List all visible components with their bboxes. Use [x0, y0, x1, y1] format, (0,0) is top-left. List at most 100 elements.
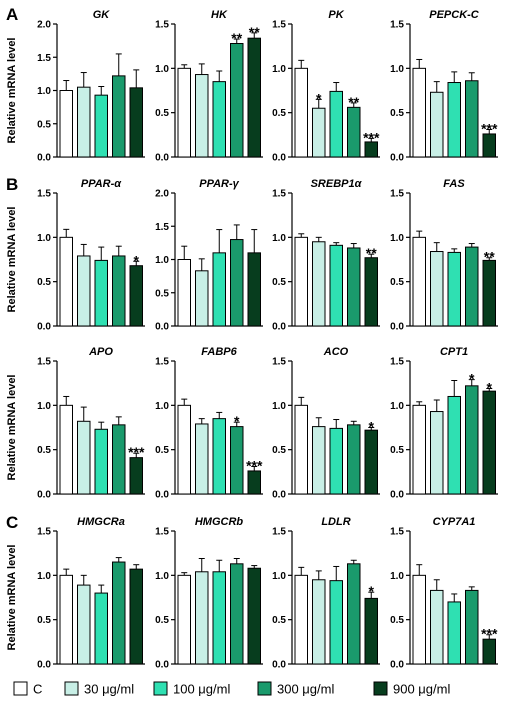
y-tick-label: 0.0	[155, 660, 169, 671]
bar	[230, 426, 244, 495]
bar	[482, 133, 496, 158]
y-tick-label: 0.5	[390, 615, 404, 626]
legend-swatch	[153, 681, 168, 696]
y-tick-label: 0.0	[390, 322, 404, 333]
chart-ppar-: PPAR-α 0.0 0.5 1.0 1.5 Relative mRNA level *	[6, 178, 145, 333]
y-tick-label: 1.5	[37, 357, 51, 368]
bar	[465, 80, 479, 158]
bar	[212, 418, 226, 495]
chart-title: FAS	[443, 178, 465, 190]
bar	[94, 428, 108, 495]
y-tick-label: 1.5	[272, 527, 286, 538]
y-tick-label: 0.0	[272, 490, 286, 501]
bar	[230, 43, 244, 158]
y-tick-label: 1.5	[155, 527, 169, 538]
y-tick-label: 0.0	[390, 660, 404, 671]
y-tick-label: 1.0	[37, 571, 51, 582]
significance-marker: *	[469, 371, 475, 387]
chart-title: CPT1	[440, 346, 468, 358]
legend-label: C	[33, 682, 42, 697]
y-tick-label: 1.0	[37, 233, 51, 244]
legend-label: 30 μg/ml	[84, 682, 134, 697]
chart-title: SREBP1α	[311, 178, 363, 190]
bar	[312, 579, 326, 665]
y-tick-label: 1.0	[155, 571, 169, 582]
panel-letter-b: B	[6, 175, 18, 194]
bar	[312, 426, 326, 495]
bar	[112, 255, 126, 327]
bar	[482, 390, 496, 495]
significance-marker: ***	[481, 121, 498, 137]
bar	[430, 589, 444, 665]
chart-title: FABP6	[201, 346, 237, 358]
bar	[177, 67, 191, 158]
bar	[112, 75, 126, 158]
chart-hmgcra: HMGCRa 0.0 0.5 1.0 1.5 Relative mRNA level	[6, 516, 145, 671]
y-tick-label: 0.5	[390, 445, 404, 456]
y-tick-label: 0.0	[155, 153, 169, 164]
chart-apo: APO 0.0 0.5 1.0 1.5 Relative mRNA level ***	[6, 346, 145, 501]
bar	[212, 252, 226, 327]
y-tick-label: 0.0	[37, 660, 51, 671]
y-tick-label: 1.5	[272, 189, 286, 200]
bar	[129, 87, 143, 158]
y-tick-label: 0.0	[155, 322, 169, 333]
legend-swatch	[257, 681, 272, 696]
chart-title: PPAR-γ	[199, 178, 239, 190]
y-tick-label: 0.5	[272, 445, 286, 456]
panel-letter-c: C	[6, 513, 18, 532]
bar	[347, 563, 361, 665]
y-tick-label: 0.5	[155, 288, 169, 299]
bar	[294, 67, 308, 158]
bar	[59, 90, 73, 158]
chart-title: GK	[93, 9, 111, 21]
bar	[195, 571, 209, 665]
y-axis-label: Relative mRNA level	[6, 207, 18, 313]
bar	[59, 574, 73, 665]
y-tick-label: 1.0	[390, 571, 404, 582]
bar	[312, 241, 326, 327]
bar	[294, 236, 308, 327]
legend-label: 100 μg/ml	[173, 682, 230, 697]
bar	[412, 574, 426, 665]
y-tick-label: 1.5	[155, 20, 169, 31]
bar	[177, 404, 191, 495]
significance-marker: *	[487, 379, 493, 395]
bar	[177, 259, 191, 327]
y-tick-label: 2.0	[155, 189, 169, 200]
bar	[412, 404, 426, 495]
chart-cyp7a1: CYP7A1 0.0 0.5 1.0 1.5 ***	[390, 516, 498, 671]
chart-ldlr: LDLR 0.0 0.5 1.0 1.5 *	[272, 516, 380, 671]
y-tick-label: 1.0	[155, 401, 169, 412]
panel-letter-a: A	[6, 5, 18, 24]
bar	[412, 236, 426, 327]
significance-marker: **	[484, 249, 495, 265]
chart-title: HMGCRa	[77, 516, 125, 528]
y-axis-label: Relative mRNA level	[6, 38, 18, 144]
y-tick-label: 1.0	[272, 571, 286, 582]
bar	[465, 385, 479, 495]
y-tick-label: 1.0	[272, 401, 286, 412]
y-tick-label: 1.5	[390, 189, 404, 200]
bar	[294, 574, 308, 665]
bar	[482, 638, 496, 665]
y-tick-label: 1.5	[37, 527, 51, 538]
y-tick-label: 1.0	[272, 64, 286, 75]
legend-swatch	[373, 681, 388, 696]
y-tick-label: 0.0	[37, 322, 51, 333]
significance-marker: *	[369, 583, 375, 599]
chart-pk: PK0.00.51.01.5* *****	[272, 9, 380, 164]
y-tick-label: 0.0	[37, 490, 51, 501]
bar	[447, 251, 461, 327]
significance-marker: ***	[246, 458, 263, 474]
bar	[447, 82, 461, 158]
y-tick-label: 1.0	[155, 64, 169, 75]
legend-swatch	[13, 681, 28, 696]
bar	[447, 601, 461, 665]
bar	[347, 424, 361, 495]
bar	[247, 37, 261, 158]
bar	[329, 90, 343, 158]
y-tick-label: 0.0	[37, 153, 51, 164]
significance-marker: **	[348, 94, 359, 110]
